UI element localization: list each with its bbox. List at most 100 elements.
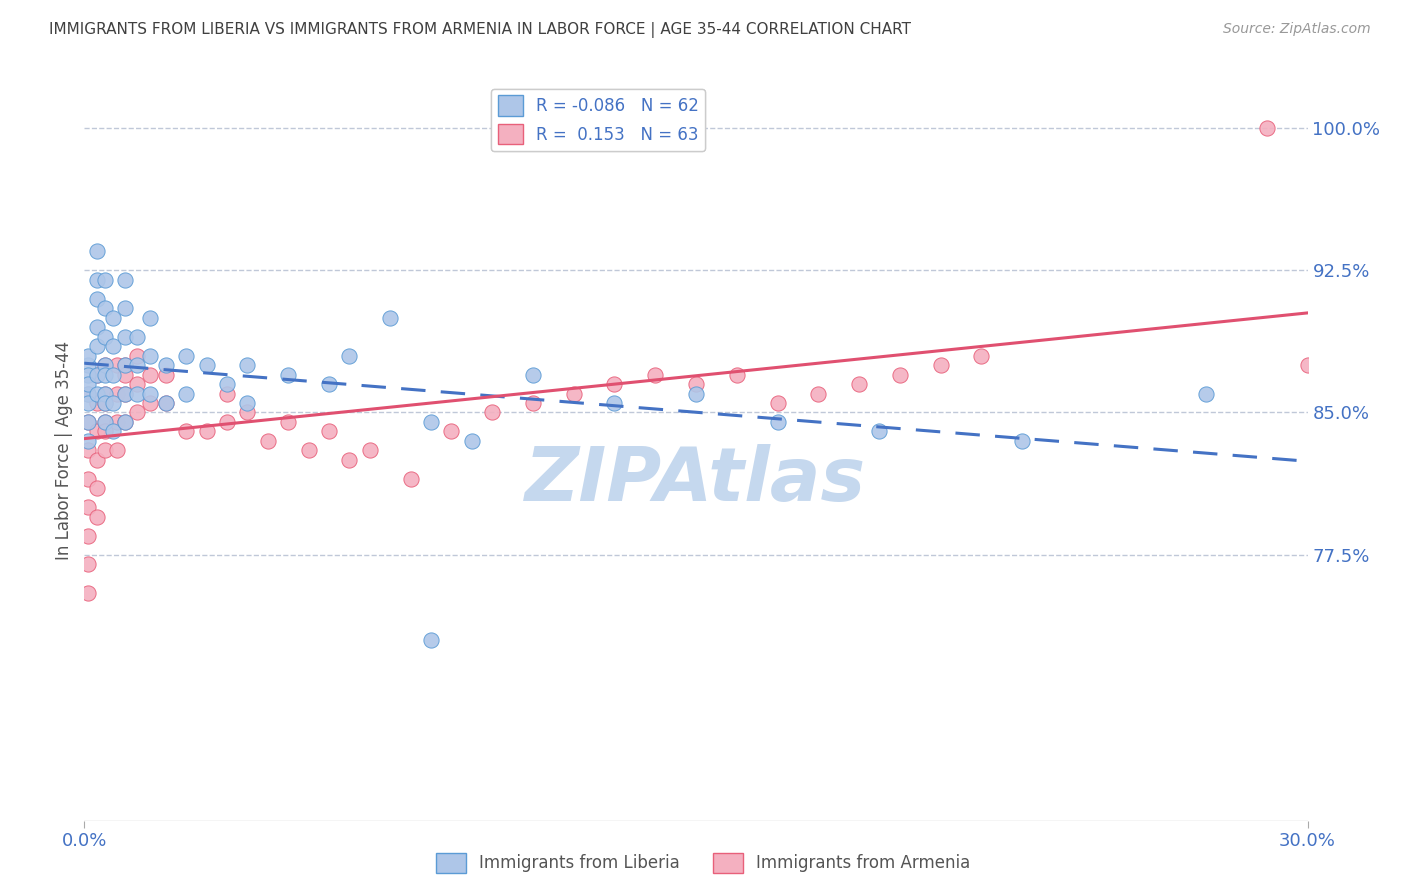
Point bbox=[101, 396, 124, 410]
Point bbox=[114, 301, 136, 315]
Point bbox=[236, 405, 259, 419]
Point bbox=[101, 339, 124, 353]
Point bbox=[420, 633, 443, 648]
Point bbox=[155, 396, 177, 410]
Point bbox=[236, 396, 259, 410]
Point bbox=[138, 349, 160, 363]
Point bbox=[86, 482, 108, 496]
Point bbox=[766, 396, 789, 410]
Point bbox=[217, 377, 239, 392]
Point bbox=[114, 386, 136, 401]
Point bbox=[138, 310, 160, 325]
Point bbox=[93, 272, 115, 286]
Point bbox=[77, 415, 100, 429]
Point bbox=[86, 425, 108, 439]
Point bbox=[93, 386, 115, 401]
Point bbox=[114, 329, 136, 343]
Point bbox=[644, 368, 666, 382]
Point bbox=[155, 396, 177, 410]
Point bbox=[101, 425, 124, 439]
Point bbox=[138, 386, 160, 401]
Text: Source: ZipAtlas.com: Source: ZipAtlas.com bbox=[1223, 22, 1371, 37]
Point bbox=[86, 396, 108, 410]
Point bbox=[1195, 386, 1218, 401]
Point bbox=[562, 386, 585, 401]
Point bbox=[217, 415, 239, 429]
Point bbox=[481, 405, 503, 419]
Point bbox=[93, 386, 115, 401]
Point bbox=[86, 368, 108, 382]
Point bbox=[725, 368, 748, 382]
Point bbox=[86, 339, 108, 353]
Point bbox=[127, 329, 149, 343]
Point bbox=[138, 368, 160, 382]
Point bbox=[77, 349, 100, 363]
Point bbox=[217, 386, 239, 401]
Point bbox=[93, 415, 115, 429]
Point bbox=[929, 358, 952, 372]
Point bbox=[101, 310, 124, 325]
Point bbox=[195, 358, 218, 372]
Point bbox=[1256, 120, 1278, 135]
Point bbox=[298, 443, 321, 458]
Point bbox=[174, 386, 197, 401]
Point bbox=[127, 386, 149, 401]
Point bbox=[77, 377, 100, 392]
Point bbox=[93, 368, 115, 382]
Point bbox=[105, 415, 128, 429]
Point bbox=[93, 358, 115, 372]
Point bbox=[127, 377, 149, 392]
Point bbox=[105, 358, 128, 372]
Point bbox=[127, 405, 149, 419]
Text: ZIPAtlas: ZIPAtlas bbox=[526, 443, 866, 516]
Point bbox=[77, 386, 100, 401]
Point bbox=[77, 368, 100, 382]
Point bbox=[318, 425, 340, 439]
Point bbox=[77, 586, 100, 600]
Point bbox=[77, 358, 100, 372]
Point bbox=[174, 349, 197, 363]
Point bbox=[380, 310, 402, 325]
Point bbox=[807, 386, 830, 401]
Point bbox=[93, 329, 115, 343]
Point bbox=[77, 472, 100, 486]
Point bbox=[522, 396, 544, 410]
Point bbox=[318, 377, 340, 392]
Point bbox=[93, 358, 115, 372]
Point bbox=[155, 358, 177, 372]
Point bbox=[114, 368, 136, 382]
Point bbox=[86, 368, 108, 382]
Point bbox=[127, 349, 149, 363]
Point bbox=[603, 377, 626, 392]
Point bbox=[257, 434, 280, 448]
Point bbox=[766, 415, 789, 429]
Point bbox=[86, 386, 108, 401]
Point bbox=[77, 386, 100, 401]
Point bbox=[339, 349, 361, 363]
Point bbox=[138, 396, 160, 410]
Point bbox=[869, 425, 891, 439]
Point bbox=[399, 472, 422, 486]
Point bbox=[114, 415, 136, 429]
Point bbox=[101, 368, 124, 382]
Point bbox=[277, 415, 299, 429]
Point bbox=[86, 292, 108, 306]
Point bbox=[114, 358, 136, 372]
Legend: Immigrants from Liberia, Immigrants from Armenia: Immigrants from Liberia, Immigrants from… bbox=[429, 847, 977, 880]
Point bbox=[93, 415, 115, 429]
Point bbox=[86, 272, 108, 286]
Y-axis label: In Labor Force | Age 35-44: In Labor Force | Age 35-44 bbox=[55, 341, 73, 560]
Point bbox=[114, 386, 136, 401]
Point bbox=[77, 500, 100, 515]
Point bbox=[685, 377, 707, 392]
Point bbox=[114, 272, 136, 286]
Point bbox=[77, 415, 100, 429]
Legend: R = -0.086   N = 62, R =  0.153   N = 63: R = -0.086 N = 62, R = 0.153 N = 63 bbox=[491, 88, 706, 151]
Point bbox=[440, 425, 463, 439]
Point bbox=[174, 425, 197, 439]
Point bbox=[603, 396, 626, 410]
Point bbox=[86, 509, 108, 524]
Point bbox=[127, 358, 149, 372]
Point bbox=[93, 396, 115, 410]
Point bbox=[86, 320, 108, 334]
